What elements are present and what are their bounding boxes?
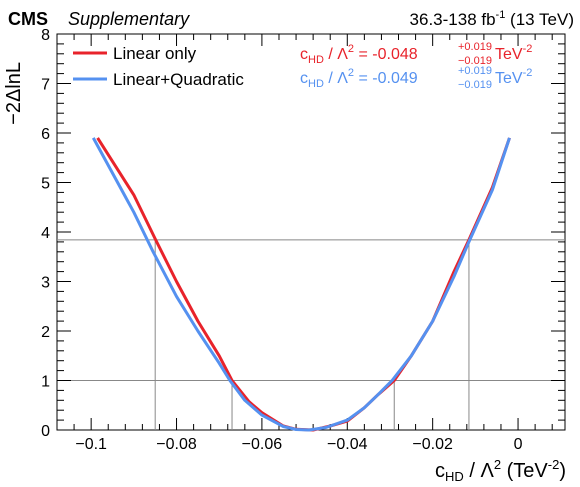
x-tick-label: −0.08	[156, 436, 197, 453]
y-tick-label: 0	[41, 423, 50, 440]
y-tick-label: 7	[41, 77, 50, 94]
result-linear-quadratic-down: −0.019	[458, 79, 492, 91]
x-axis-ticks: −0.1 −0.08 −0.06 −0.04 −0.02 0	[56, 34, 553, 453]
y-tick-label: 2	[41, 324, 50, 341]
reference-lines	[57, 239, 565, 430]
result-linear-only-down: −0.019	[458, 55, 492, 67]
x-tick-label: 0	[514, 436, 523, 453]
series-line-linear-only	[96, 137, 511, 432]
y-axis-ticks: 0 1 2 3 4 5 6 7 8	[41, 27, 565, 440]
y-tick-label: 3	[41, 275, 50, 292]
y-tick-label: 8	[41, 27, 50, 44]
result-linear-only-up: +0.019	[458, 41, 492, 53]
y-axis-title: −2ΔlnL	[3, 62, 25, 125]
likelihood-curves	[91, 137, 511, 432]
legend: Linear only Linear+Quadratic	[73, 44, 244, 89]
luminosity-label: 36.3-138 fb-1 (13 TeV)	[410, 9, 574, 29]
x-tick-label: −0.02	[412, 436, 453, 453]
legend-label-linear-only: Linear only	[113, 44, 197, 63]
result-linear-quadratic-up: +0.019	[458, 65, 492, 77]
y-tick-label: 4	[41, 225, 50, 242]
plot-frame	[56, 33, 566, 431]
x-tick-label: −0.1	[75, 436, 107, 453]
supplementary-tag: Supplementary	[68, 9, 190, 29]
x-tick-label: −0.04	[327, 436, 368, 453]
experiment-label: CMS	[8, 9, 48, 29]
y-tick-label: 5	[41, 176, 50, 193]
x-axis-title: cHD / Λ2 (TeV-2)	[435, 457, 566, 484]
y-tick-label: 1	[41, 374, 50, 391]
x-tick-label: −0.06	[242, 436, 283, 453]
result-linear-quadratic: cHD / Λ2 = -0.049	[300, 67, 418, 90]
y-tick-label: 6	[41, 126, 50, 143]
legend-label-linear-quadratic: Linear+Quadratic	[113, 70, 244, 89]
series-line-linear-quadratic	[91, 137, 511, 432]
result-linear-only: cHD / Λ2 = -0.048	[300, 43, 418, 66]
result-linear-only-unit: TeV-2	[495, 43, 532, 63]
result-linear-quadratic-unit: TeV-2	[495, 67, 532, 87]
